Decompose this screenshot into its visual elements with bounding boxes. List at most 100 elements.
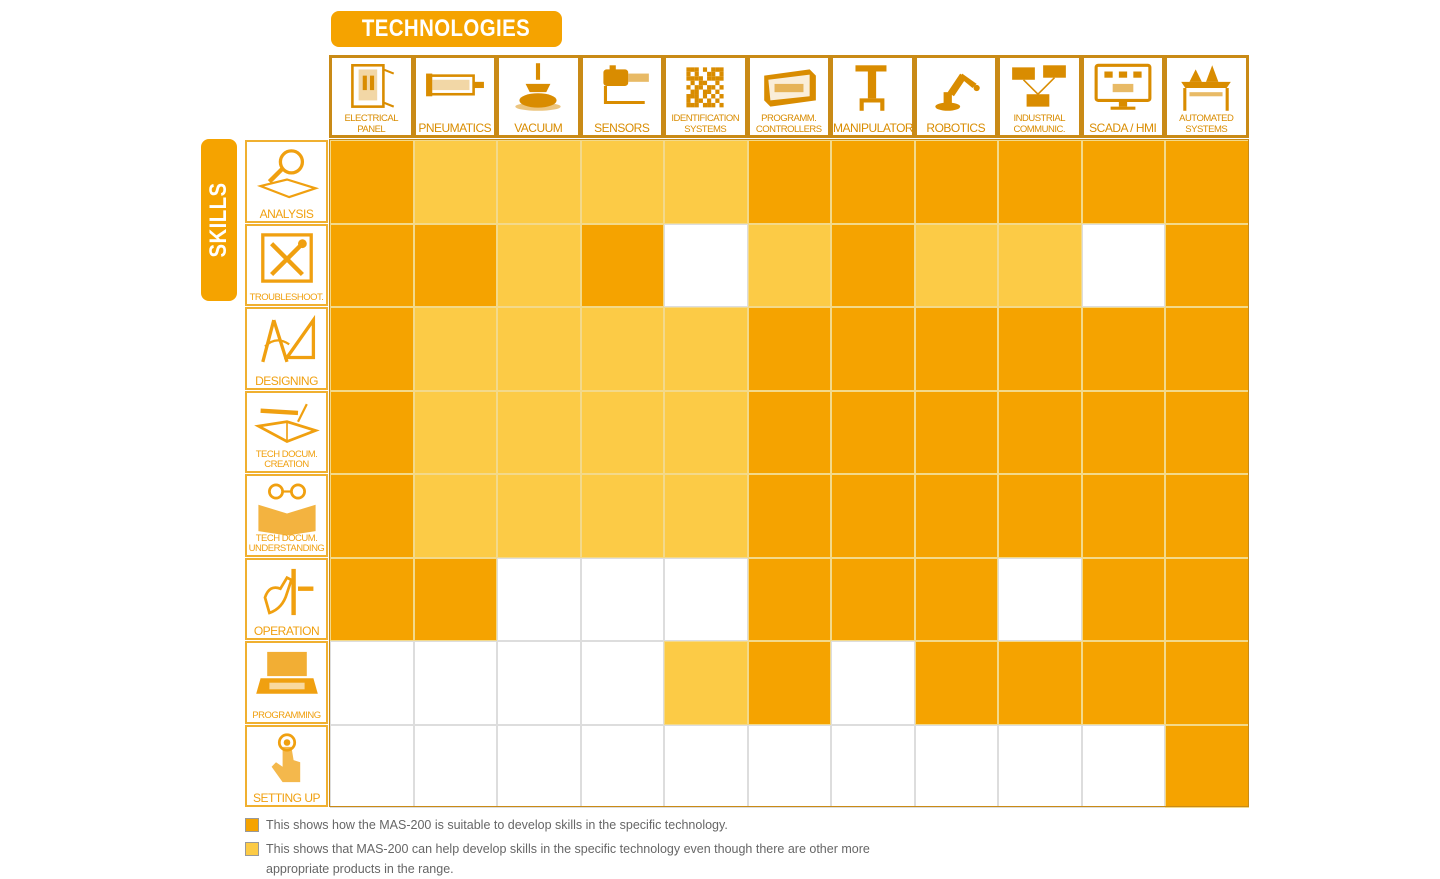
skills-title-tab: SKILLS bbox=[201, 139, 237, 301]
column-header-automated-systems: AUTOMATED SYSTEMS bbox=[1164, 55, 1249, 138]
matrix-cell bbox=[831, 307, 915, 391]
automated-system-icon bbox=[1175, 61, 1237, 118]
robot-arm-icon bbox=[925, 61, 987, 118]
matrix-cell bbox=[998, 223, 1082, 307]
network-devices-icon bbox=[1008, 61, 1070, 118]
legend-text-suitable: This shows how the MAS-200 is suitable t… bbox=[266, 818, 728, 832]
matrix-cell bbox=[1081, 724, 1165, 808]
matrix-cell bbox=[998, 474, 1082, 558]
matrix-cell bbox=[580, 140, 664, 224]
matrix-cell bbox=[497, 223, 581, 307]
column-label: PROGRAMM. CONTROLLERS bbox=[755, 113, 822, 135]
matrix-cell bbox=[330, 390, 414, 474]
matrix-cell bbox=[1165, 223, 1249, 307]
column-header-scada-hmi: SCADA / HMI bbox=[1080, 55, 1165, 138]
matrix-cell bbox=[664, 390, 748, 474]
matrix-cell bbox=[1081, 474, 1165, 558]
row-label: TECH DOCUM. CREATION bbox=[255, 449, 318, 470]
magnifier-book-icon bbox=[254, 146, 320, 207]
pneumatic-cylinder-icon bbox=[424, 61, 486, 118]
manipulator-icon bbox=[841, 61, 903, 118]
matrix-cell bbox=[413, 474, 497, 558]
matrix-cell bbox=[914, 307, 998, 391]
matrix-cell bbox=[664, 557, 748, 641]
matrix-cell bbox=[747, 390, 831, 474]
matrix-cell bbox=[497, 641, 581, 725]
matrix-cell bbox=[664, 307, 748, 391]
sensor-icon bbox=[591, 61, 653, 118]
matrix-cell bbox=[413, 557, 497, 641]
matrix-cell bbox=[330, 223, 414, 307]
matrix-cell bbox=[747, 140, 831, 224]
matrix-cell bbox=[914, 474, 998, 558]
matrix-cell bbox=[1165, 474, 1249, 558]
matrix-cell bbox=[1081, 223, 1165, 307]
column-label: ROBOTICS bbox=[926, 121, 986, 135]
hand-lever-icon bbox=[254, 564, 320, 625]
matrix-cell bbox=[998, 307, 1082, 391]
matrix-cell bbox=[914, 140, 998, 224]
matrix-cell bbox=[413, 140, 497, 224]
row-label: TROUBLESHOOT. bbox=[249, 292, 324, 303]
matrix-cell bbox=[330, 474, 414, 558]
laptop-icon bbox=[254, 647, 320, 708]
matrix-cell bbox=[497, 474, 581, 558]
column-header-sensors: SENSORS bbox=[579, 55, 664, 138]
matrix-cell bbox=[413, 390, 497, 474]
column-label: IDENTIFICATION SYSTEMS bbox=[671, 113, 740, 135]
row-label: TECH DOCUM. UNDERSTANDING bbox=[248, 532, 325, 554]
matrix-cell bbox=[664, 223, 748, 307]
legend-text-can-help-line2: appropriate products in the range. bbox=[266, 862, 454, 876]
column-header-programm-controllers: PROGRAMM. CONTROLLERS bbox=[746, 55, 831, 138]
glasses-book-icon bbox=[254, 480, 320, 541]
column-header-pneumatics: PNEUMATICS bbox=[412, 55, 497, 138]
legend-swatch-suitable bbox=[245, 818, 259, 832]
matrix-cell bbox=[580, 641, 664, 725]
matrix-cell bbox=[330, 140, 414, 224]
matrix-cell bbox=[580, 474, 664, 558]
matrix-cell bbox=[1081, 390, 1165, 474]
matrix-cell bbox=[831, 724, 915, 808]
matrix-cell bbox=[831, 223, 915, 307]
matrix-cell bbox=[413, 307, 497, 391]
matrix-cell bbox=[831, 474, 915, 558]
column-label: SCADA / HMI bbox=[1089, 121, 1157, 135]
matrix-cell bbox=[1081, 641, 1165, 725]
matrix-cell bbox=[1165, 140, 1249, 224]
matrix-cell bbox=[1081, 307, 1165, 391]
column-header-vacuum: VACUUM bbox=[496, 55, 581, 138]
column-header-electrical-panel: ELECTRICAL PANEL bbox=[329, 55, 414, 138]
matrix-cell bbox=[914, 557, 998, 641]
matrix-cell bbox=[580, 724, 664, 808]
matrix-cell bbox=[998, 140, 1082, 224]
pen-book-icon bbox=[253, 397, 320, 458]
row-label: PROGRAMMING bbox=[252, 709, 321, 721]
column-header-industrial-communic: INDUSTRIAL COMMUNIC. bbox=[997, 55, 1082, 138]
matrix-cell bbox=[664, 140, 748, 224]
row-header-tech-docum-creation: TECH DOCUM. CREATION bbox=[245, 390, 328, 473]
matrix-cell bbox=[831, 557, 915, 641]
compass-ruler-icon bbox=[254, 313, 320, 374]
matrix-cell bbox=[747, 307, 831, 391]
matrix-cell bbox=[998, 557, 1082, 641]
matrix-cell bbox=[831, 390, 915, 474]
technologies-title: TECHNOLOGIES bbox=[362, 15, 531, 42]
matrix-cell bbox=[497, 724, 581, 808]
column-label: VACUUM bbox=[514, 121, 563, 135]
matrix-cell bbox=[831, 641, 915, 725]
matrix-cell bbox=[914, 724, 998, 808]
matrix-cell bbox=[664, 641, 748, 725]
matrix-cell bbox=[747, 474, 831, 558]
matrix-cell bbox=[413, 724, 497, 808]
matrix-cell bbox=[497, 140, 581, 224]
column-label: PNEUMATICS bbox=[418, 121, 492, 135]
monitor-icon bbox=[1092, 61, 1154, 118]
qr-code-icon bbox=[674, 61, 736, 118]
row-header-analysis: ANALYSIS bbox=[245, 140, 328, 223]
skills-title: SKILLS bbox=[205, 182, 232, 258]
matrix-cell bbox=[1165, 307, 1249, 391]
column-header-manipulators: MANIPULATORS bbox=[830, 55, 921, 138]
matrix-cell bbox=[413, 223, 497, 307]
matrix-cell bbox=[1165, 641, 1249, 725]
